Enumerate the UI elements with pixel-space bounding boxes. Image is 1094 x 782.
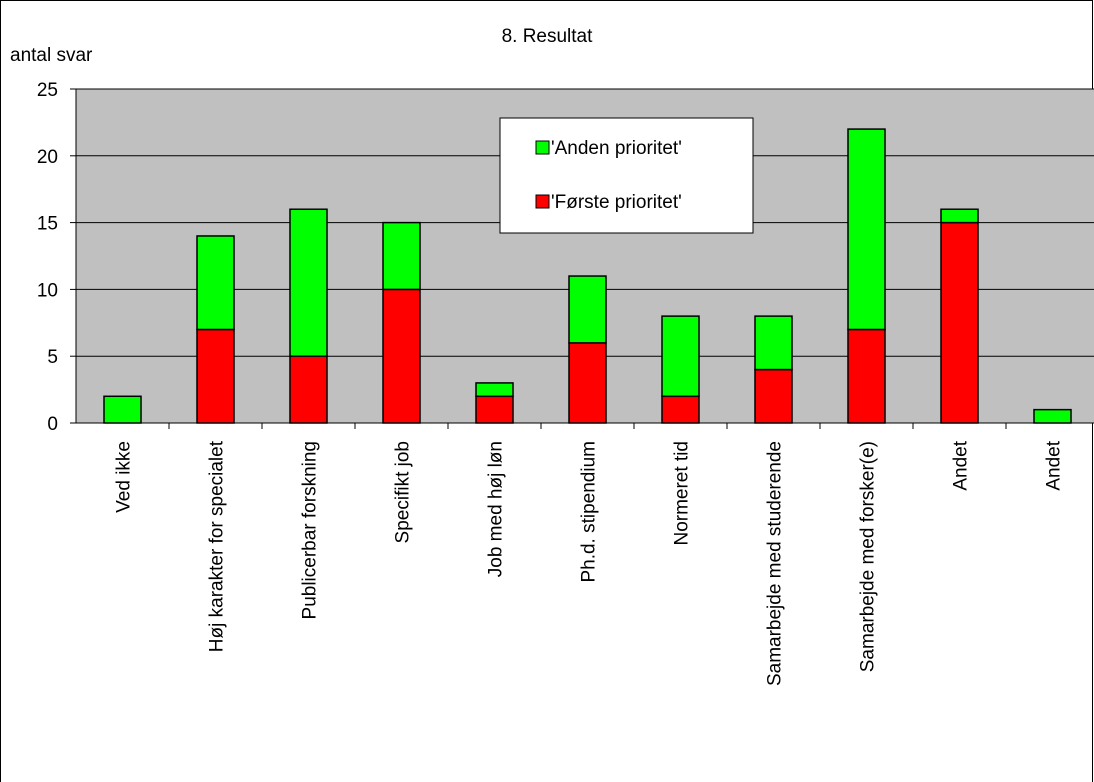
y-tick-label: 0 xyxy=(47,414,58,435)
x-tick-label: Ph.d. stipendium xyxy=(579,441,600,583)
bar-segment-first-priority xyxy=(940,221,979,424)
legend-swatch xyxy=(535,194,550,209)
x-tick-label: Andet xyxy=(1044,440,1065,490)
bar-segment-second-priority xyxy=(382,221,421,291)
y-tick-label: 25 xyxy=(37,80,58,101)
bar-segment-second-priority xyxy=(475,382,514,398)
x-tick-label: Job med høj løn xyxy=(486,441,507,577)
x-tick-label: Normeret tid xyxy=(672,441,693,546)
y-tick-label: 5 xyxy=(47,347,58,368)
bar-segment-second-priority xyxy=(754,315,793,371)
bar-segment-first-priority xyxy=(382,288,421,424)
x-tick-label: Specifikt job xyxy=(393,441,414,543)
x-tick-label: Publicerbar forskning xyxy=(300,441,321,619)
legend-box xyxy=(499,117,754,234)
bar-segment-first-priority xyxy=(289,355,328,424)
bar-segment-second-priority xyxy=(103,395,142,424)
legend: 'Anden prioritet' 'Første prioritet' xyxy=(499,117,754,234)
bar-segment-first-priority xyxy=(475,395,514,424)
x-tick-labels: Ved ikke Høj karakter for specialet Public… xyxy=(114,440,1065,686)
legend-label: 'Første prioritet' xyxy=(551,192,682,213)
bar-segment-first-priority xyxy=(568,342,607,424)
bar-segment-second-priority xyxy=(289,208,328,357)
bar-segment-second-priority xyxy=(1033,408,1072,424)
x-tick-label: Samarbejde med studerende xyxy=(765,441,786,686)
bar-segment-first-priority xyxy=(754,368,793,424)
y-tick-label: 15 xyxy=(37,214,58,235)
bar-segment-first-priority xyxy=(661,395,700,424)
axes xyxy=(70,88,1094,429)
bars xyxy=(103,128,1072,424)
bar-segment-second-priority xyxy=(661,315,700,398)
bar-segment-second-priority xyxy=(196,235,235,331)
bar-segment-second-priority xyxy=(847,128,886,331)
x-tick-label: Samarbejde med forsker(e) xyxy=(858,441,879,672)
x-tick-label: Ved ikke xyxy=(114,441,135,513)
x-tick-label: Andet xyxy=(951,440,972,490)
chart-title: 8. Resultat xyxy=(502,26,594,47)
y-tick-labels: 0 5 10 15 20 25 xyxy=(37,80,58,435)
bar-segment-first-priority xyxy=(847,328,886,424)
x-tick-label: Høj karakter for specialet xyxy=(207,440,228,652)
y-tick-label: 20 xyxy=(37,147,58,168)
legend-swatch xyxy=(535,140,550,155)
y-tick-label: 10 xyxy=(37,280,58,301)
legend-label: 'Anden prioritet' xyxy=(551,138,682,159)
y-axis-label: antal svar xyxy=(10,45,93,66)
bar-segment-second-priority xyxy=(940,208,979,224)
bar-segment-first-priority xyxy=(196,328,235,424)
bar-segment-second-priority xyxy=(568,275,607,344)
